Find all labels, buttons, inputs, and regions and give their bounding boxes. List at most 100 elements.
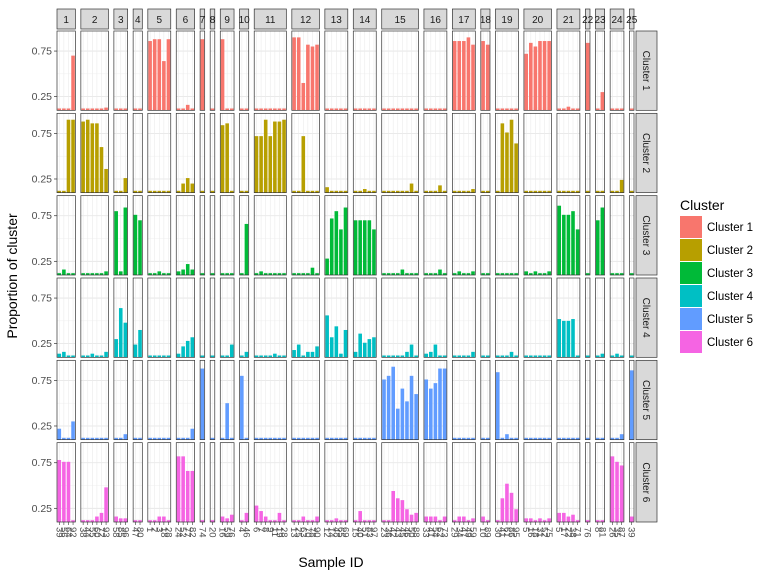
row-strip-label: Cluster 2: [640, 133, 651, 173]
panel-border: [609, 195, 625, 276]
bar: [514, 273, 518, 275]
bar: [81, 355, 85, 358]
legend-label: Cluster 3: [707, 268, 753, 280]
facet-panel: [381, 112, 419, 194]
bar: [85, 437, 90, 440]
facet-panel: [199, 359, 206, 441]
bar: [138, 520, 142, 522]
bar: [157, 39, 162, 111]
bar: [148, 437, 152, 440]
bar: [57, 190, 62, 193]
panel-background: [480, 195, 490, 275]
facet-panel: [381, 359, 419, 441]
facet-panel: [199, 195, 206, 276]
bar: [334, 190, 339, 193]
bar: [244, 223, 249, 275]
legend-title: Cluster: [680, 197, 725, 213]
bar: [538, 518, 542, 522]
panel-background: [595, 195, 605, 275]
x-tick-label: 82: [186, 527, 197, 538]
row-strip-label: Cluster 6: [640, 462, 651, 502]
facet-panel: [147, 277, 172, 358]
y-axis-ticks: 0.25 0.75 0.25 0.75 0.25 0.75 0.25 0.75 0.25 0.75…: [32, 46, 57, 515]
panel-border: [209, 359, 216, 441]
bar: [220, 437, 225, 440]
bar: [615, 461, 619, 522]
panel-background: [239, 442, 249, 522]
bar: [562, 190, 566, 193]
x-tick-label: 16: [217, 527, 228, 538]
bar: [481, 190, 485, 193]
facet-panel: [381, 30, 419, 111]
bar: [225, 355, 229, 358]
bar: [382, 108, 386, 111]
bar: [495, 108, 500, 111]
x-tick-label: 76: [582, 527, 593, 538]
bar: [485, 44, 490, 111]
facet-panel: [132, 442, 143, 523]
bar: [575, 355, 580, 358]
x-tick-label: 41: [496, 527, 507, 538]
x-tick-label: 39: [53, 527, 64, 538]
bar: [90, 520, 95, 522]
x-tick-label: 25: [293, 527, 304, 538]
facet-panel: [423, 277, 448, 358]
panel-border: [324, 277, 349, 358]
facet-panel: [609, 112, 625, 194]
panel-border: [452, 112, 476, 194]
bar: [71, 273, 75, 275]
panel-border: [480, 359, 491, 441]
bar: [500, 437, 505, 440]
bar: [166, 39, 171, 111]
bar: [123, 434, 128, 440]
column-strip-label: 17: [458, 15, 470, 26]
column-strip: [595, 8, 605, 30]
y-tick-label: 0.25: [32, 338, 53, 350]
bar: [481, 437, 485, 440]
bar: [200, 190, 205, 193]
panel-border: [480, 30, 491, 111]
panel-border: [423, 112, 448, 194]
bar: [229, 273, 234, 275]
x-tick-label: 40: [354, 527, 365, 538]
bar: [190, 269, 195, 275]
panel-border: [352, 359, 377, 441]
bar: [123, 178, 128, 193]
column-strip-label: 4: [135, 15, 141, 26]
bar: [629, 108, 634, 111]
bar: [462, 190, 466, 193]
bar: [62, 269, 66, 275]
facet-panel: [609, 359, 625, 441]
panel-border: [175, 277, 195, 358]
column-strip-label: 19: [501, 15, 513, 26]
panel-border: [175, 359, 195, 441]
bar: [409, 108, 414, 111]
bar: [400, 355, 405, 358]
bar: [181, 456, 185, 522]
bar: [610, 190, 615, 193]
bar: [386, 375, 391, 440]
panel-border: [629, 195, 635, 276]
row-strip: [635, 277, 658, 358]
bar: [138, 329, 142, 358]
bar: [538, 41, 542, 111]
bar: [505, 483, 509, 522]
bar: [210, 273, 215, 275]
bar: [66, 437, 71, 440]
panel-background: [57, 278, 76, 358]
panel-border: [147, 195, 172, 276]
panel-background: [595, 442, 605, 522]
x-tick-label: 5: [520, 527, 531, 532]
bar: [99, 355, 104, 358]
bar: [514, 509, 518, 522]
bar: [438, 355, 442, 358]
bar: [372, 437, 376, 440]
bar: [148, 520, 152, 522]
x-tick-label: 11: [269, 527, 280, 537]
panel-border: [132, 277, 143, 358]
bar: [152, 190, 157, 193]
bar: [57, 273, 62, 275]
x-tick-label: 52: [539, 527, 550, 538]
bar: [71, 520, 75, 522]
bar: [462, 437, 466, 440]
